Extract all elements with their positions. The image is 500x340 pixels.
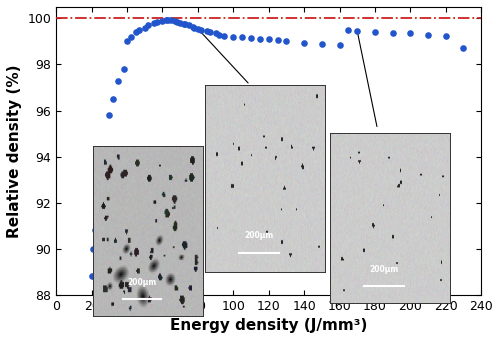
Point [171, 18, 179, 24]
Point [220, 33, 228, 38]
Point [90, 246, 98, 251]
Point [123, 39, 131, 44]
Text: 200μm: 200μm [128, 278, 156, 287]
Point [300, 40, 308, 45]
Point [318, 41, 326, 47]
Point [141, 25, 149, 30]
Point [194, 26, 202, 32]
Point [91, 227, 99, 233]
Point [460, 46, 468, 51]
Point [102, 152, 110, 157]
Point [264, 36, 272, 42]
Point [198, 27, 205, 33]
Point [238, 35, 246, 40]
Point [353, 29, 361, 34]
Point [180, 21, 188, 26]
Point [150, 20, 158, 26]
Point [136, 27, 143, 33]
Point [100, 161, 108, 166]
Point [230, 34, 237, 39]
Point [344, 27, 352, 33]
Text: 200μm: 200μm [370, 265, 398, 274]
Point [182, 21, 190, 27]
Point [162, 18, 170, 23]
Point [256, 36, 264, 41]
Y-axis label: Relative density (%): Relative density (%) [7, 64, 22, 238]
Point [164, 17, 172, 22]
Point [388, 30, 396, 35]
Point [153, 19, 161, 24]
Point [371, 29, 379, 35]
Point [202, 29, 210, 34]
Point [114, 78, 122, 83]
X-axis label: Energy density (J/mm³): Energy density (J/mm³) [170, 318, 368, 333]
Point [215, 32, 223, 37]
Point [98, 172, 106, 178]
Point [172, 19, 180, 24]
Point [158, 18, 166, 23]
Point [88, 273, 96, 279]
Point [109, 96, 117, 102]
Point [424, 32, 432, 37]
Point [106, 113, 114, 118]
Point [168, 17, 175, 23]
Point [126, 34, 134, 39]
Point [190, 25, 198, 30]
Point [132, 30, 140, 35]
Point [176, 20, 184, 25]
Point [406, 31, 414, 36]
Point [120, 66, 128, 72]
Point [93, 211, 101, 217]
Point [212, 31, 220, 36]
Point [442, 33, 450, 38]
Point [185, 23, 193, 28]
Point [282, 39, 290, 44]
Point [247, 35, 255, 41]
Point [206, 30, 214, 35]
Point [144, 23, 152, 28]
Point [336, 42, 344, 48]
Point [188, 24, 196, 29]
Text: 200μm: 200μm [244, 231, 274, 240]
Point [94, 200, 102, 205]
Point [96, 182, 104, 187]
Point [274, 38, 281, 43]
